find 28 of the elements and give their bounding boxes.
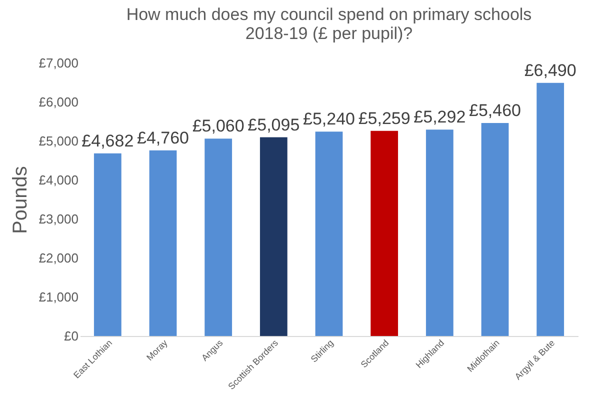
y-axis-title: Pounds <box>10 166 32 234</box>
data-label: £5,259 <box>358 108 410 128</box>
y-tick-label: £5,000 <box>38 134 78 148</box>
data-label: £5,095 <box>248 115 300 134</box>
data-label: £5,060 <box>192 116 244 136</box>
y-tick-label: £3,000 <box>38 212 78 226</box>
y-tick-label: £7,000 <box>38 56 78 70</box>
bar <box>260 137 288 336</box>
y-tick-label: £2,000 <box>38 250 78 266</box>
bar <box>204 138 232 336</box>
data-label: £5,292 <box>414 108 466 127</box>
y-tick-label: £4,000 <box>38 172 78 188</box>
data-label: £4,760 <box>137 128 189 148</box>
bar <box>426 130 454 336</box>
bar <box>370 130 398 336</box>
bar <box>536 82 564 336</box>
data-label: £5,240 <box>303 110 355 129</box>
y-tick-label: £1,000 <box>38 290 78 304</box>
y-tick-label: £6,000 <box>38 94 78 110</box>
bar <box>315 132 343 336</box>
bar <box>149 150 177 336</box>
data-label: £5,460 <box>469 101 521 120</box>
y-tick-label: £0 <box>64 328 78 344</box>
data-label: £6,490 <box>524 60 576 80</box>
data-label: £4,682 <box>82 131 134 150</box>
bar <box>94 153 122 336</box>
bar <box>481 123 509 336</box>
chart-title: How much does my council spend on primary schools 2018-19 (£ per pupil)? <box>126 5 532 43</box>
